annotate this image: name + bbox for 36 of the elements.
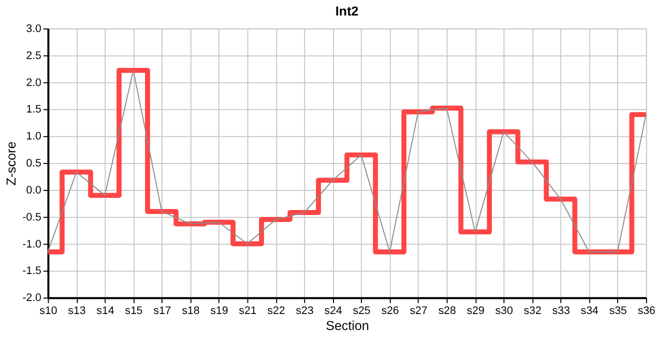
y-tick-label: -0.5 — [22, 211, 42, 224]
x-tick-label: s25 — [352, 305, 371, 318]
x-tick-label: s24 — [324, 305, 342, 318]
y-tick-label: 0.0 — [26, 184, 42, 196]
x-axis-title: Section — [326, 318, 370, 334]
y-tick-label: 2.5 — [26, 50, 42, 62]
x-tick-label: s27 — [410, 305, 428, 318]
x-tick-label: s23 — [296, 305, 314, 318]
x-tick-label: s10 — [40, 305, 58, 318]
x-tick-label: s35 — [609, 305, 627, 318]
x-tick-label: s17 — [153, 305, 172, 318]
y-tick-label: -1.5 — [22, 265, 42, 278]
x-tick-label: s19 — [210, 305, 228, 318]
y-tick-label: 3.0 — [26, 22, 42, 35]
x-tick-label: s15 — [124, 305, 143, 318]
x-tick-label: s36 — [638, 305, 656, 318]
x-tick-label: s34 — [580, 305, 598, 318]
y-tick-label: 1.5 — [26, 104, 42, 116]
chart-title: Int2 — [335, 3, 358, 18]
x-tick-label: s26 — [381, 305, 400, 318]
x-tick-label: s14 — [96, 305, 114, 318]
x-tick-label: s21 — [238, 305, 257, 318]
x-tick-label: s30 — [495, 305, 513, 318]
x-tick-label: s33 — [552, 305, 570, 318]
y-tick-label: 0.5 — [26, 158, 42, 170]
x-tick-label: s13 — [68, 305, 86, 318]
y-tick-label: -1.0 — [22, 238, 42, 250]
x-tick-label: s32 — [524, 305, 542, 318]
x-tick-label: s28 — [438, 305, 456, 318]
y-tick-label: 1.0 — [26, 130, 42, 143]
x-tick-label: s29 — [466, 305, 484, 318]
y-tick-label: -2.0 — [22, 292, 42, 304]
x-tick-label: s22 — [267, 305, 286, 318]
y-tick-label: 2.0 — [26, 76, 42, 89]
x-tick-label: s18 — [182, 305, 200, 318]
y-axis-title: Z-score — [4, 142, 18, 186]
